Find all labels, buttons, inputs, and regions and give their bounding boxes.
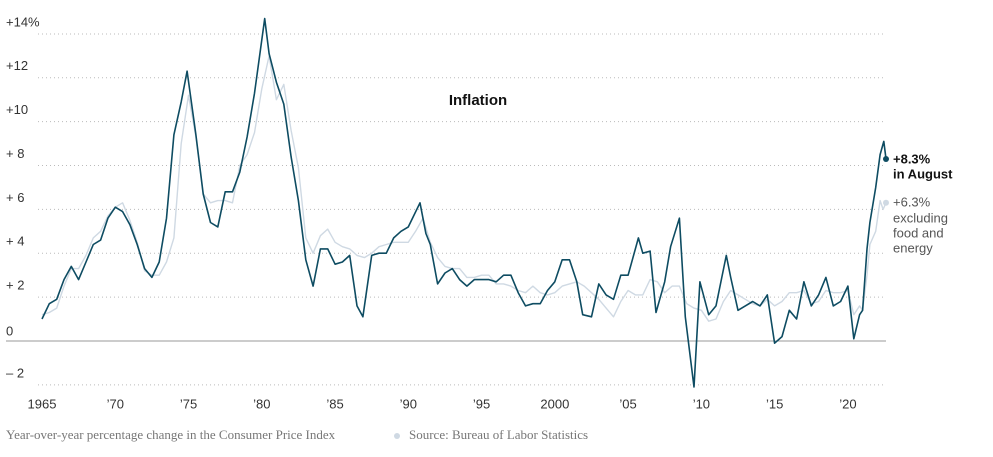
series-line: [41, 17, 887, 388]
caption: Year-over-year percentage change in the …: [6, 427, 336, 442]
x-tick-label: ’05: [619, 396, 636, 411]
annotation: energy: [893, 240, 933, 255]
x-tick-label: ’15: [766, 396, 783, 411]
annotation: +6.3%: [893, 194, 931, 209]
x-tick-label: ’95: [473, 396, 490, 411]
legend-dot: [394, 433, 400, 439]
chart-title: Inflation: [449, 92, 507, 109]
annotation: excluding: [893, 210, 948, 225]
x-tick-label: ’85: [326, 396, 343, 411]
y-tick-label: +12: [6, 58, 28, 73]
y-tick-label: + 4: [6, 234, 24, 249]
y-tick-label: + 2: [6, 278, 24, 293]
annotation: food and: [893, 225, 944, 240]
source: Source: Bureau of Labor Statistics: [409, 427, 588, 442]
x-tick-label: 2000: [540, 396, 569, 411]
x-tick-label: ’80: [253, 396, 270, 411]
x-tick-label: 1965: [28, 396, 57, 411]
annotation: in August: [893, 166, 953, 181]
annotation: +8.3%: [893, 151, 931, 166]
y-tick-label: +10: [6, 102, 28, 117]
y-tick-label: – 2: [6, 365, 24, 380]
end-dot: [883, 199, 889, 206]
x-tick-label: ’70: [107, 396, 124, 411]
y-tick-label: +14%: [6, 14, 40, 29]
end-dot: [883, 155, 889, 162]
x-tick-label: ’20: [839, 396, 856, 411]
x-tick-label: ’10: [693, 396, 710, 411]
x-tick-label: ’75: [180, 396, 197, 411]
x-tick-label: ’90: [400, 396, 417, 411]
y-tick-label: + 8: [6, 146, 24, 161]
y-tick-label: 0: [6, 323, 13, 338]
y-tick-label: + 6: [6, 190, 24, 205]
